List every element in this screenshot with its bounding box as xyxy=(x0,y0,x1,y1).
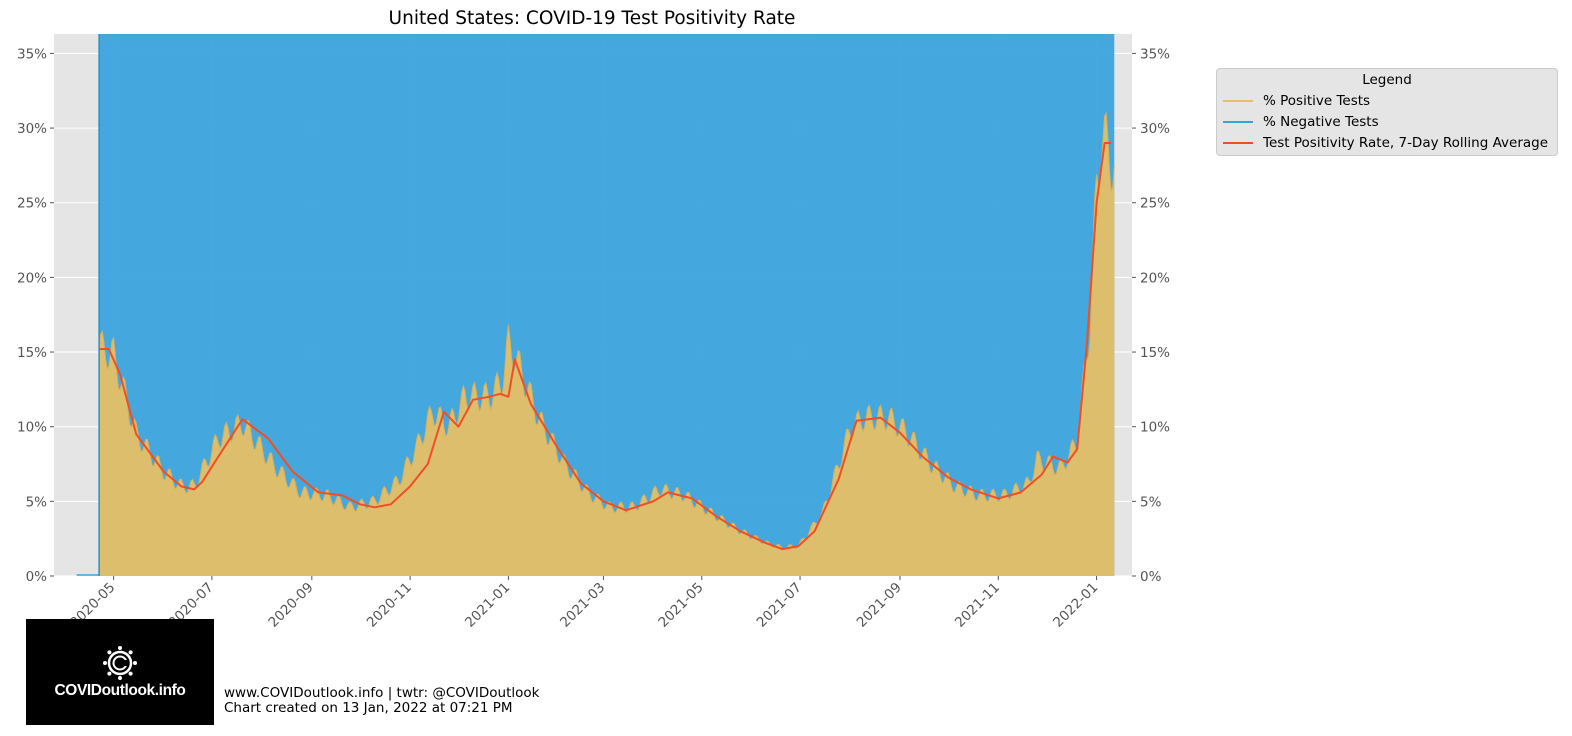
x-tick-label: 2021-03 xyxy=(557,580,608,631)
rolling-average-line xyxy=(99,142,1112,551)
logo-text: COVIDoutlook.info xyxy=(54,682,186,699)
y-tick-label-right: 25% xyxy=(1140,196,1170,212)
y-tick-label-left: 10% xyxy=(17,420,47,436)
legend: Legend % Positive Tests % Negative Tests… xyxy=(1216,68,1558,156)
legend-item-rolling-average: Test Positivity Rate, 7-Day Rolling Aver… xyxy=(1223,133,1548,153)
x-tick-label: 2021-05 xyxy=(655,580,706,631)
y-tick-label-left: 30% xyxy=(17,121,47,137)
logo: COVIDoutlook.info xyxy=(26,619,214,725)
legend-swatch-negative xyxy=(1223,121,1253,123)
y-tick-label-right: 10% xyxy=(1140,420,1170,436)
y-tick-label-right: 0% xyxy=(1140,569,1162,585)
x-tick-label: 2021-07 xyxy=(754,580,805,631)
footer-line-1: www.COVIDoutlook.info | twtr: @COVIDoutl… xyxy=(224,685,540,701)
positive-tests-line xyxy=(98,111,1115,551)
y-tick-label-left: 0% xyxy=(26,569,48,585)
y-tick-label-right: 20% xyxy=(1140,270,1170,286)
y-tick-label-left: 35% xyxy=(17,46,47,62)
legend-swatch-positive xyxy=(1223,100,1253,102)
x-tick-label: 2021-09 xyxy=(854,580,905,631)
y-tick-label-right: 5% xyxy=(1140,494,1162,510)
y-tick-label-right: 35% xyxy=(1140,46,1170,62)
chart-title: United States: COVID-19 Test Positivity … xyxy=(389,8,796,29)
virus-c-icon xyxy=(103,646,137,680)
legend-swatch-rolling-average xyxy=(1223,142,1253,144)
y-tick-label-right: 15% xyxy=(1140,345,1170,361)
legend-title: Legend xyxy=(1362,72,1412,88)
y-tick-label-right: 30% xyxy=(1140,121,1170,137)
legend-item-negative: % Negative Tests xyxy=(1223,112,1379,132)
footer-line-2: Chart created on 13 Jan, 2022 at 07:21 P… xyxy=(224,700,513,716)
legend-label-negative: % Negative Tests xyxy=(1263,114,1379,130)
y-tick-label-left: 15% xyxy=(17,345,47,361)
line-layer xyxy=(76,34,1112,576)
footer: www.COVIDoutlook.info | twtr: @COVIDoutl… xyxy=(224,686,539,716)
x-tick-label: 2020-09 xyxy=(265,580,316,631)
y-tick-label-left: 25% xyxy=(17,196,47,212)
area-layer xyxy=(98,34,1115,576)
legend-item-positive: % Positive Tests xyxy=(1223,91,1370,111)
x-tick-label: 2021-01 xyxy=(462,580,513,631)
x-tick-label: 2021-11 xyxy=(952,580,1003,631)
x-tick-label: 2020-11 xyxy=(364,580,415,631)
positive-tests-area xyxy=(99,113,1115,576)
legend-label-positive: % Positive Tests xyxy=(1263,93,1371,109)
x-tick-label: 2022-01 xyxy=(1050,580,1101,631)
legend-label-rolling-average: Test Positivity Rate, 7-Day Rolling Aver… xyxy=(1263,135,1549,151)
y-tick-label-left: 20% xyxy=(17,270,47,286)
y-tick-label-left: 5% xyxy=(26,494,48,510)
